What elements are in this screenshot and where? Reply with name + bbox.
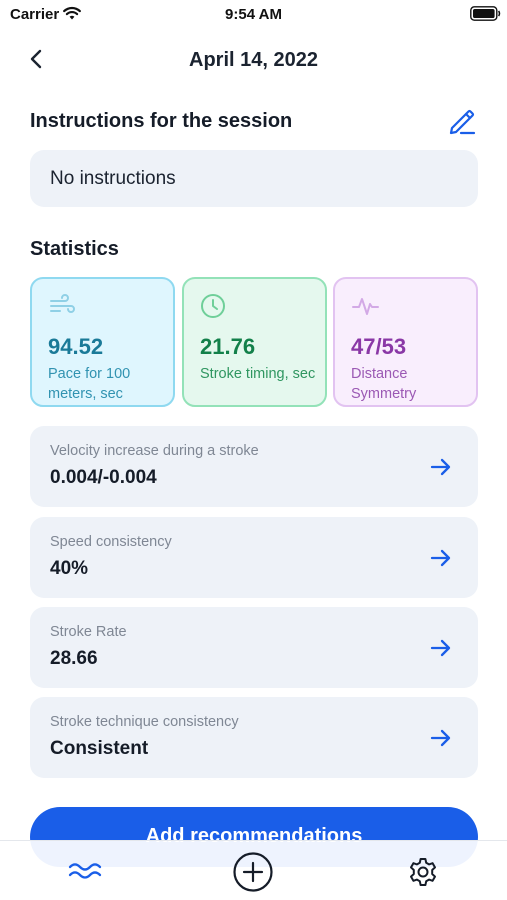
chevron-left-icon	[30, 49, 42, 69]
pace-label: Pace for 100 meters, sec	[48, 366, 131, 402]
tab-bar	[0, 840, 507, 900]
status-bar: Carrier 9:54 AM	[0, 0, 507, 30]
status-time: 9:54 AM	[225, 6, 282, 23]
stat-card-distance-symmetry: 47/53 Distance Symmetry	[333, 277, 478, 407]
stroke-timing-label: Stroke timing, sec	[200, 366, 316, 382]
metric-row-speed-consistency[interactable]: Speed consistency 40%	[30, 517, 478, 598]
pulse-icon	[352, 298, 379, 315]
metric-value: 28.66	[50, 648, 98, 669]
metric-row-velocity[interactable]: Velocity increase during a stroke 0.004/…	[30, 426, 478, 507]
statistics-heading: Statistics	[30, 238, 119, 260]
metric-label: Velocity increase during a stroke	[50, 443, 259, 459]
metric-value: 40%	[50, 558, 89, 579]
arrow-right-icon	[430, 729, 451, 747]
clock-icon	[201, 294, 225, 318]
instructions-text: No instructions	[30, 150, 478, 207]
arrow-right-icon	[430, 549, 451, 567]
metric-value: Consistent	[50, 738, 149, 759]
page-title: April 14, 2022	[189, 49, 318, 71]
pace-value: 94.52	[48, 334, 104, 359]
gear-icon[interactable]	[407, 856, 439, 888]
pencil-icon	[449, 109, 476, 135]
stat-card-stroke-timing: 21.76 Stroke timing, sec	[182, 277, 327, 407]
waves-icon[interactable]	[68, 859, 104, 883]
metric-value: 0.004/-0.004	[50, 467, 157, 488]
metric-row-technique-consistency[interactable]: Stroke technique consistency Consistent	[30, 697, 478, 778]
carrier-label: Carrier	[10, 6, 60, 23]
stat-card-pace: 94.52 Pace for 100 meters, sec	[30, 277, 175, 407]
wind-icon	[50, 294, 75, 313]
metric-label: Stroke Rate	[50, 624, 127, 640]
metric-row-stroke-rate[interactable]: Stroke Rate 28.66	[30, 607, 478, 688]
metric-label: Stroke technique consistency	[50, 714, 239, 730]
symmetry-label: Distance Symmetry	[351, 366, 417, 402]
arrow-right-icon	[430, 639, 451, 657]
plus-circle-icon[interactable]	[232, 851, 274, 893]
symmetry-value: 47/53	[351, 334, 407, 359]
back-button[interactable]	[22, 45, 50, 73]
instructions-heading: Instructions for the session	[30, 110, 293, 132]
metric-label: Speed consistency	[50, 534, 172, 550]
wifi-icon	[63, 6, 81, 20]
battery-icon	[470, 6, 501, 21]
edit-instructions-button[interactable]	[447, 106, 477, 136]
stroke-timing-value: 21.76	[200, 334, 256, 359]
arrow-right-icon	[430, 458, 451, 476]
